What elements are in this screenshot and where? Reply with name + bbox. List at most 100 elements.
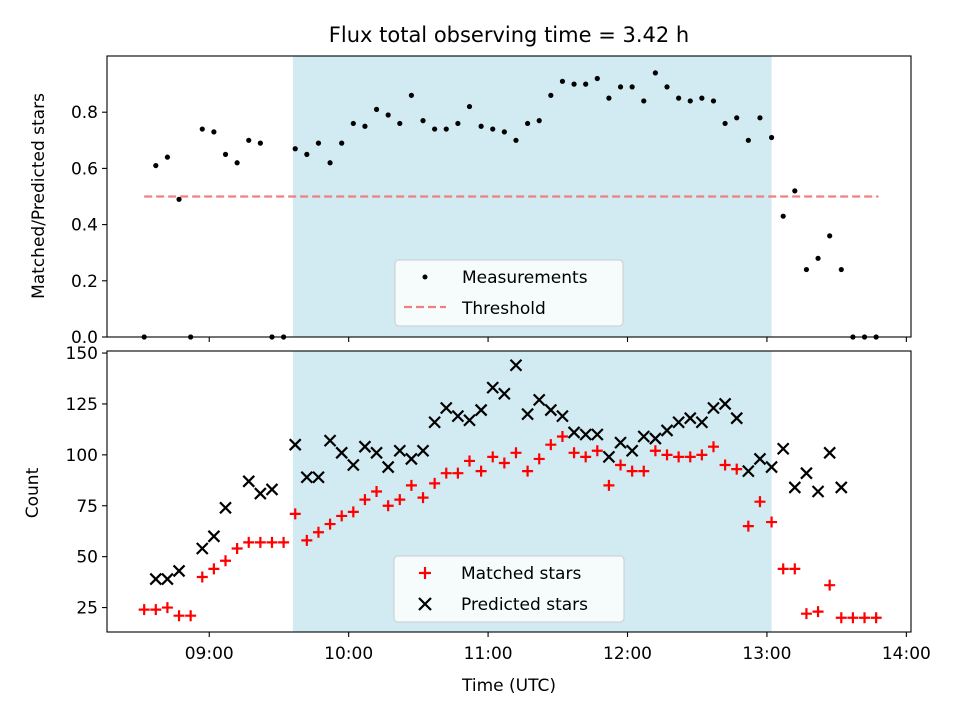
matched-star-point bbox=[475, 465, 487, 477]
matched-star-point bbox=[603, 479, 615, 491]
matched-star-point bbox=[487, 451, 499, 463]
matched-star-point bbox=[452, 467, 464, 479]
matched-star-point bbox=[847, 612, 859, 624]
matched-star-point bbox=[371, 486, 383, 497]
predicted-star-point bbox=[556, 409, 569, 423]
y-tick-label: 75 bbox=[76, 497, 98, 517]
matched-star-point bbox=[266, 536, 278, 548]
measurements-legend-marker bbox=[422, 274, 428, 280]
measurement-point bbox=[536, 118, 542, 124]
matched-star-point bbox=[731, 463, 743, 475]
measurement-point bbox=[257, 140, 263, 146]
bottom-legend: Matched stars Predicted stars bbox=[393, 555, 625, 623]
matched-star-point bbox=[661, 449, 673, 461]
top-panel: 0.00.20.40.60.8 Matched/Predicted stars … bbox=[29, 55, 912, 348]
measurement-point bbox=[617, 84, 624, 90]
predicted-star-point bbox=[416, 444, 430, 458]
measurement-point bbox=[745, 137, 751, 143]
measurement-point bbox=[571, 81, 577, 87]
matched-star-point bbox=[800, 608, 812, 620]
matched-star-point bbox=[138, 604, 150, 616]
predicted-star-point bbox=[300, 470, 314, 484]
measurement-point bbox=[490, 126, 496, 132]
predicted-star-point bbox=[742, 464, 755, 478]
matched-star-point bbox=[254, 536, 266, 548]
measurement-point bbox=[176, 196, 182, 202]
predicted-star-point bbox=[428, 415, 441, 429]
predicted-star-point bbox=[765, 460, 778, 474]
top-y-axis-label: Matched/Predicted stars bbox=[29, 93, 49, 299]
predicted-star-point bbox=[707, 401, 720, 415]
predicted-star-point bbox=[614, 436, 627, 449]
predicted-star-point bbox=[800, 466, 813, 480]
y-tick-label: 50 bbox=[76, 548, 98, 568]
predicted-star-point bbox=[405, 452, 418, 466]
predicted-star-point bbox=[393, 444, 407, 458]
measurement-point bbox=[583, 81, 589, 87]
predicted-legend-label: Predicted stars bbox=[461, 595, 588, 615]
measurement-point bbox=[559, 78, 566, 84]
predicted-star-point bbox=[753, 452, 767, 466]
x-tick-label: 10:00 bbox=[324, 644, 373, 664]
matched-star-point bbox=[510, 447, 522, 459]
matched-star-point bbox=[463, 455, 475, 467]
predicted-star-point bbox=[811, 485, 825, 498]
matched-star-point bbox=[766, 516, 778, 528]
matched-star-point bbox=[231, 543, 243, 555]
measurement-point bbox=[792, 188, 798, 194]
matched-star-point bbox=[405, 479, 417, 491]
matched-star-point bbox=[533, 453, 545, 465]
x-tick-label: 12:00 bbox=[603, 644, 652, 664]
measurement-point bbox=[292, 146, 298, 152]
measurements-legend-label: Measurements bbox=[462, 268, 588, 288]
measurement-point bbox=[676, 95, 682, 101]
predicted-star-point bbox=[161, 572, 174, 586]
top-legend-box bbox=[394, 259, 624, 327]
predicted-star-point bbox=[649, 432, 662, 445]
matched-star-point bbox=[173, 610, 185, 622]
measurement-point bbox=[153, 162, 159, 169]
matched-star-point bbox=[580, 451, 592, 463]
matched-star-point bbox=[347, 506, 359, 518]
matched-star-point bbox=[336, 510, 348, 522]
measurement-point bbox=[350, 120, 356, 127]
predicted-star-point bbox=[544, 403, 558, 417]
predicted-star-point bbox=[695, 415, 709, 429]
matched-star-point bbox=[382, 500, 394, 512]
matched-star-point bbox=[789, 563, 801, 575]
matched-star-point bbox=[312, 526, 324, 538]
matched-star-point bbox=[556, 431, 568, 443]
x-tick-label: 11:00 bbox=[464, 644, 513, 664]
x-tick-label: 13:00 bbox=[742, 644, 791, 664]
matched-star-point bbox=[707, 441, 719, 453]
matched-star-point bbox=[673, 451, 685, 463]
predicted-star-point bbox=[521, 407, 534, 421]
matched-star-point bbox=[196, 571, 208, 583]
measurement-point bbox=[478, 123, 484, 129]
predicted-legend-marker bbox=[418, 597, 432, 611]
measurement-point bbox=[629, 84, 635, 90]
measurement-point bbox=[768, 134, 775, 141]
predicted-star-point bbox=[195, 542, 209, 555]
matched-star-point bbox=[208, 563, 220, 575]
y-tick-label: 125 bbox=[66, 395, 98, 415]
predicted-star-point bbox=[312, 470, 325, 484]
top-axes: 0.0 0.2 0.4 0.6 0.8 bbox=[71, 55, 912, 348]
matched-star-point bbox=[684, 451, 696, 463]
measurement-point bbox=[397, 120, 403, 127]
matched-star-point bbox=[859, 612, 871, 624]
predicted-star-point bbox=[347, 458, 360, 472]
measurement-point bbox=[362, 123, 368, 129]
predicted-star-point bbox=[451, 409, 465, 423]
measurement-point bbox=[652, 70, 658, 76]
predicted-star-point bbox=[486, 381, 500, 394]
x-axis-label: Time (UTC) bbox=[461, 676, 556, 696]
matched-star-point bbox=[522, 465, 534, 477]
predicted-star-point bbox=[439, 401, 453, 415]
measurement-point bbox=[664, 84, 670, 90]
measurement-point bbox=[327, 160, 333, 166]
measurement-point bbox=[339, 140, 345, 146]
matched-star-point bbox=[696, 449, 708, 461]
matched-star-point bbox=[742, 520, 754, 532]
y-tick-label: 150 bbox=[66, 344, 98, 364]
